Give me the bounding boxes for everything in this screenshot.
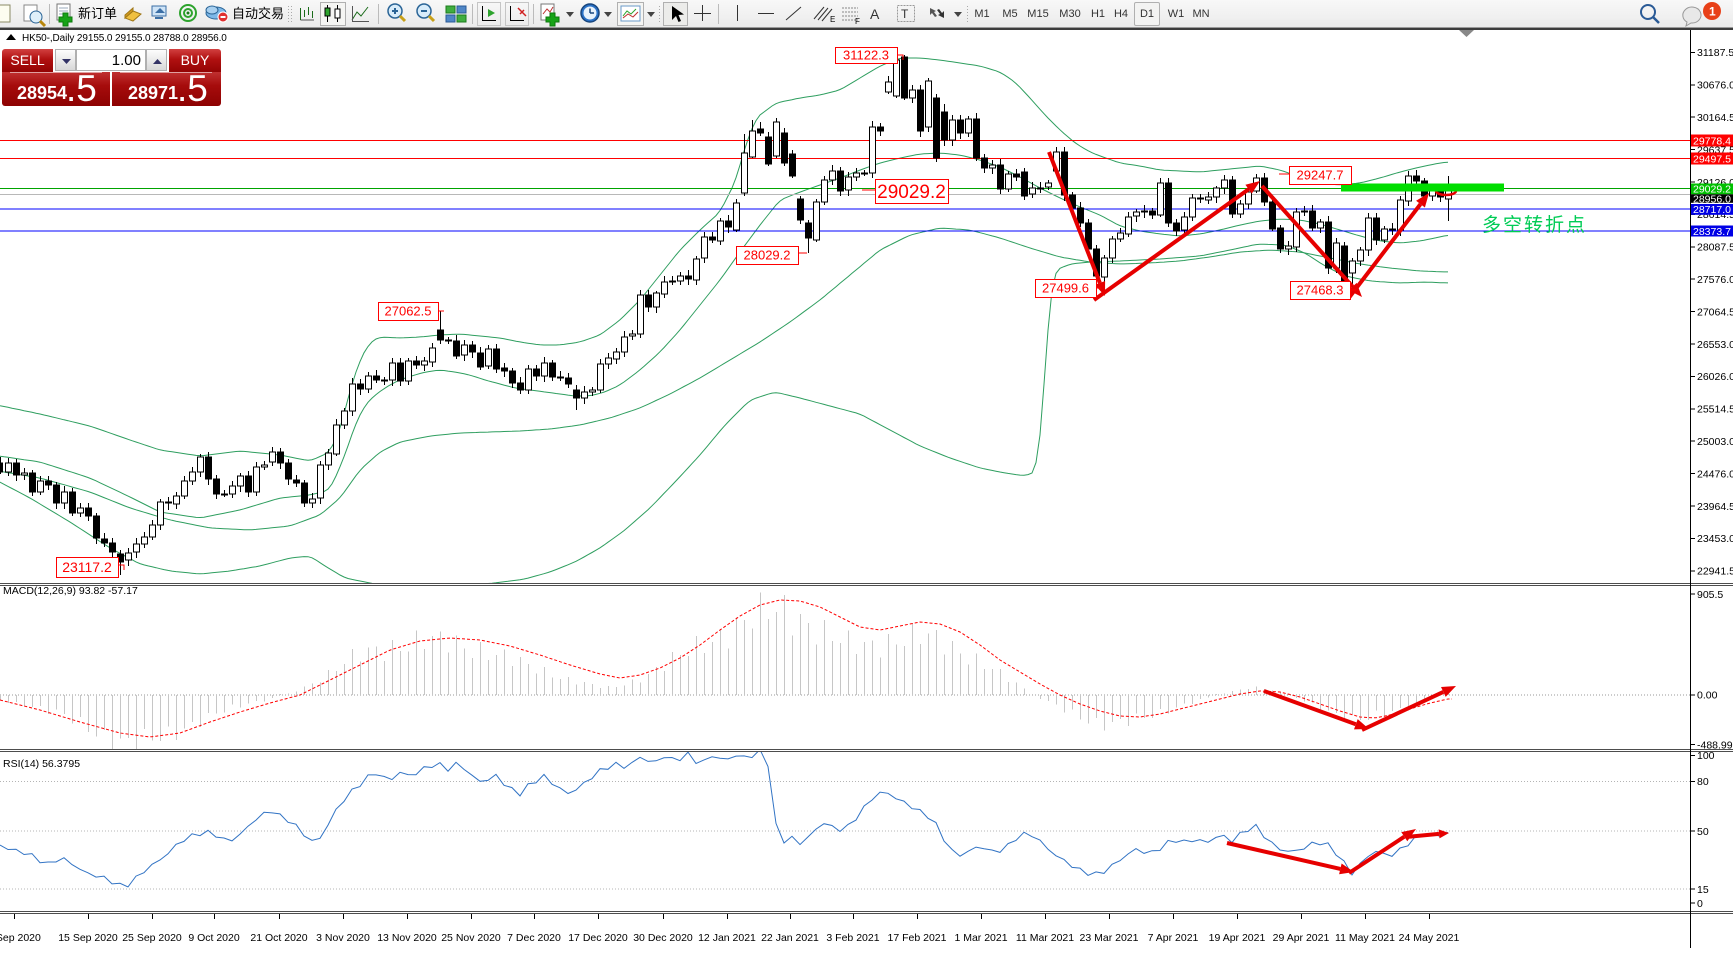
svg-text:9 Oct 2020: 9 Oct 2020 <box>188 932 240 944</box>
svg-text:1 Mar 2021: 1 Mar 2021 <box>954 932 1007 944</box>
svg-text:21 Oct 2020: 21 Oct 2020 <box>250 932 307 944</box>
svg-text:25514.5: 25514.5 <box>1697 404 1733 416</box>
svg-text:50: 50 <box>1697 826 1709 838</box>
svg-text:28087.5: 28087.5 <box>1697 242 1733 254</box>
svg-text:RSI(14) 56.3795: RSI(14) 56.3795 <box>3 758 80 770</box>
svg-text:F: F <box>855 17 860 26</box>
svg-text:T: T <box>901 7 909 21</box>
svg-text:26553.0: 26553.0 <box>1697 339 1733 351</box>
svg-text:新订单: 新订单 <box>78 6 117 21</box>
svg-text:30 Dec 2020: 30 Dec 2020 <box>633 932 693 944</box>
svg-text:E: E <box>830 15 835 24</box>
svg-text:17 Dec 2020: 17 Dec 2020 <box>568 932 628 944</box>
svg-text:15: 15 <box>1697 884 1709 896</box>
svg-text:7 Dec 2020: 7 Dec 2020 <box>507 932 561 944</box>
svg-text:29497.5: 29497.5 <box>1693 153 1731 165</box>
svg-text:22 Jan 2021: 22 Jan 2021 <box>761 932 819 944</box>
svg-text:3 Nov 2020: 3 Nov 2020 <box>316 932 370 944</box>
svg-text:23964.5: 23964.5 <box>1697 501 1733 513</box>
svg-text:31187.5: 31187.5 <box>1697 47 1733 59</box>
svg-text:11 Mar 2021: 11 Mar 2021 <box>1016 932 1074 944</box>
svg-text:17 Feb 2021: 17 Feb 2021 <box>888 932 947 944</box>
svg-text:905.5: 905.5 <box>1697 589 1723 601</box>
svg-text:22941.5: 22941.5 <box>1697 566 1733 578</box>
svg-text:29029.2: 29029.2 <box>1693 184 1731 196</box>
svg-text:27064.5: 27064.5 <box>1697 306 1733 318</box>
svg-text:24 May 2021: 24 May 2021 <box>1399 932 1460 944</box>
svg-text:3 Feb 2021: 3 Feb 2021 <box>826 932 879 944</box>
svg-text:19 Apr 2021: 19 Apr 2021 <box>1209 932 1266 944</box>
svg-text:28029.2: 28029.2 <box>744 248 791 263</box>
svg-text:29 Apr 2021: 29 Apr 2021 <box>1273 932 1330 944</box>
svg-text:27062.5: 27062.5 <box>385 304 432 319</box>
svg-text:30676.0: 30676.0 <box>1697 80 1733 92</box>
svg-text:28373.7: 28373.7 <box>1693 226 1731 238</box>
svg-text:23453.0: 23453.0 <box>1697 533 1733 545</box>
svg-text:27576.0: 27576.0 <box>1697 274 1733 286</box>
svg-text:30164.5: 30164.5 <box>1697 112 1733 124</box>
svg-text:27499.6: 27499.6 <box>1042 281 1089 296</box>
svg-text:A: A <box>870 6 880 22</box>
svg-text:29778.4: 29778.4 <box>1693 135 1731 147</box>
svg-text:25 Sep 2020: 25 Sep 2020 <box>122 932 182 944</box>
svg-text:1: 1 <box>1709 5 1716 19</box>
svg-text:25003.0: 25003.0 <box>1697 436 1733 448</box>
svg-text:HK50-,Daily 29155.0 29155.0 2: HK50-,Daily 29155.0 29155.0 28788.0 2895… <box>22 33 227 44</box>
svg-text:24476.0: 24476.0 <box>1697 468 1733 480</box>
svg-text:15 Sep 2020: 15 Sep 2020 <box>58 932 118 944</box>
svg-text:13 Nov 2020: 13 Nov 2020 <box>377 932 437 944</box>
svg-text:28956.0: 28956.0 <box>1693 193 1731 205</box>
svg-text:12 Jan 2021: 12 Jan 2021 <box>698 932 756 944</box>
svg-text:多空转折点: 多空转折点 <box>1482 214 1587 236</box>
svg-text:自动交易: 自动交易 <box>232 6 284 21</box>
svg-text:25 Nov 2020: 25 Nov 2020 <box>441 932 501 944</box>
svg-text:31122.3: 31122.3 <box>843 48 889 63</box>
svg-text:28717.0: 28717.0 <box>1693 204 1731 216</box>
svg-text:26026.0: 26026.0 <box>1697 371 1733 383</box>
svg-text:3 Sep 2020: 3 Sep 2020 <box>0 932 41 944</box>
svg-text:23117.2: 23117.2 <box>62 559 112 575</box>
svg-text:7 Apr 2021: 7 Apr 2021 <box>1148 932 1199 944</box>
svg-text:0.00: 0.00 <box>1697 690 1718 702</box>
svg-text:0: 0 <box>1697 898 1703 910</box>
svg-text:11 May 2021: 11 May 2021 <box>1335 932 1395 944</box>
svg-text:29247.7: 29247.7 <box>1297 168 1344 183</box>
svg-text:29029.2: 29029.2 <box>877 182 946 203</box>
svg-text:-488.99: -488.99 <box>1697 739 1733 751</box>
svg-text:23 Mar 2021: 23 Mar 2021 <box>1080 932 1139 944</box>
svg-text:MACD(12,26,9) 93.82 -57.17: MACD(12,26,9) 93.82 -57.17 <box>3 585 138 597</box>
svg-text:80: 80 <box>1697 776 1709 788</box>
svg-text:27468.3: 27468.3 <box>1297 283 1344 298</box>
svg-text:100: 100 <box>1697 750 1715 762</box>
